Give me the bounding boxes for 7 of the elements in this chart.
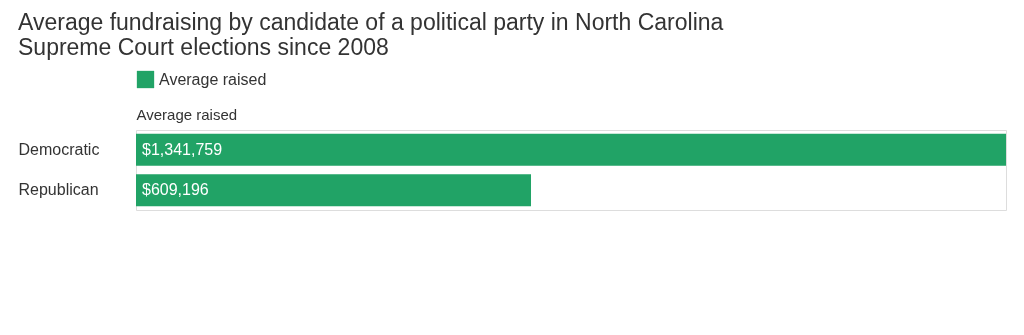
x-axis-title: Average raised xyxy=(136,105,238,123)
y-tick-label: Democratic xyxy=(18,140,100,158)
data-label: $1,341,759 xyxy=(142,140,223,158)
legend-label: Average raised xyxy=(159,70,267,88)
data-label: $609,196 xyxy=(142,181,209,199)
chart-title: Average fundraising by candidate of a political party in North Carolina Supreme Court elections since 2008 xyxy=(18,9,724,60)
y-tick-label: Republican xyxy=(18,181,99,199)
